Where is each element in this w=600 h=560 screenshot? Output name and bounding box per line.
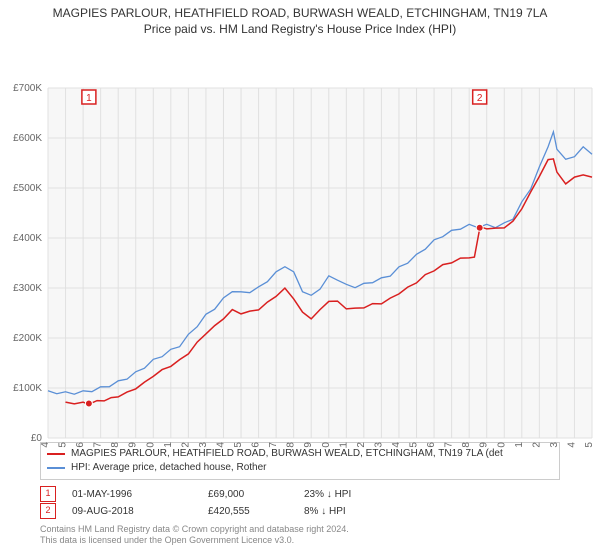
page-subtitle: Price paid vs. HM Land Registry's House …: [0, 22, 600, 38]
svg-text:2012: 2012: [356, 441, 367, 447]
svg-text:2009: 2009: [303, 441, 314, 447]
svg-text:2010: 2010: [321, 441, 332, 447]
svg-text:1995: 1995: [58, 441, 69, 447]
svg-text:2005: 2005: [233, 441, 244, 447]
svg-text:2025: 2025: [584, 441, 595, 447]
svg-text:2002: 2002: [180, 441, 191, 447]
sale-marker-label: 1: [86, 93, 92, 104]
svg-text:2008: 2008: [286, 441, 297, 447]
chart-svg: £0£100K£200K£300K£400K£500K£600K£700K199…: [0, 38, 600, 448]
svg-text:£200K: £200K: [13, 333, 42, 344]
svg-text:1996: 1996: [75, 441, 86, 447]
legend-item: MAGPIES PARLOUR, HEATHFIELD ROAD, BURWAS…: [47, 447, 553, 461]
svg-text:2004: 2004: [215, 441, 226, 447]
sale-marker-label: 2: [477, 93, 483, 104]
svg-text:2020: 2020: [496, 441, 507, 447]
sale-marker: 1: [40, 486, 56, 502]
svg-text:£600K: £600K: [13, 133, 42, 144]
svg-text:£400K: £400K: [13, 233, 42, 244]
legend-swatch: [47, 453, 65, 455]
svg-text:2000: 2000: [145, 441, 156, 447]
sale-row: 1 01-MAY-1996 £69,000 23% ↓ HPI: [40, 486, 560, 503]
sale-price: £420,555: [208, 503, 288, 520]
legend-label: HPI: Average price, detached house, Roth…: [71, 461, 267, 475]
svg-text:2023: 2023: [549, 441, 560, 447]
svg-text:2003: 2003: [198, 441, 209, 447]
svg-text:2013: 2013: [373, 441, 384, 447]
sale-price: £69,000: [208, 486, 288, 503]
price-chart: £0£100K£200K£300K£400K£500K£600K£700K199…: [0, 38, 600, 438]
svg-text:2021: 2021: [514, 441, 525, 447]
sale-delta: 23% ↓ HPI: [304, 486, 351, 503]
svg-text:£100K: £100K: [13, 383, 42, 394]
footnote-line1: Contains HM Land Registry data © Crown c…: [40, 524, 560, 536]
svg-text:2014: 2014: [391, 441, 402, 447]
sale-point: [476, 224, 483, 231]
svg-text:£700K: £700K: [13, 83, 42, 94]
footnote-line2: This data is licensed under the Open Gov…: [40, 535, 560, 547]
svg-text:2011: 2011: [338, 441, 349, 447]
sale-delta: 8% ↓ HPI: [304, 503, 346, 520]
svg-text:2006: 2006: [251, 441, 262, 447]
sales-table: 1 01-MAY-1996 £69,000 23% ↓ HPI 2 09-AUG-2018…: [40, 486, 560, 520]
sale-row: 2 09-AUG-2018 £420,555 8% ↓ HPI: [40, 503, 560, 520]
legend-label: MAGPIES PARLOUR, HEATHFIELD ROAD, BURWAS…: [71, 447, 503, 461]
sale-date: 01-MAY-1996: [72, 486, 192, 503]
sale-point: [85, 400, 92, 407]
svg-text:2015: 2015: [409, 441, 420, 447]
svg-text:1999: 1999: [128, 441, 139, 447]
svg-text:2018: 2018: [461, 441, 472, 447]
svg-text:1998: 1998: [110, 441, 121, 447]
legend-swatch: [47, 467, 65, 469]
page-title: MAGPIES PARLOUR, HEATHFIELD ROAD, BURWAS…: [0, 0, 600, 22]
svg-text:2019: 2019: [479, 441, 490, 447]
legend-item: HPI: Average price, detached house, Roth…: [47, 461, 553, 475]
footnote: Contains HM Land Registry data © Crown c…: [40, 524, 560, 547]
sale-date: 09-AUG-2018: [72, 503, 192, 520]
svg-text:£500K: £500K: [13, 183, 42, 194]
svg-text:2016: 2016: [426, 441, 437, 447]
svg-text:2007: 2007: [268, 441, 279, 447]
svg-text:2024: 2024: [566, 441, 577, 447]
svg-text:2017: 2017: [444, 441, 455, 447]
svg-text:2001: 2001: [163, 441, 174, 447]
svg-text:£300K: £300K: [13, 283, 42, 294]
svg-text:1994: 1994: [40, 441, 51, 447]
svg-text:1997: 1997: [93, 441, 104, 447]
svg-text:2022: 2022: [531, 441, 542, 447]
sale-marker: 2: [40, 503, 56, 519]
